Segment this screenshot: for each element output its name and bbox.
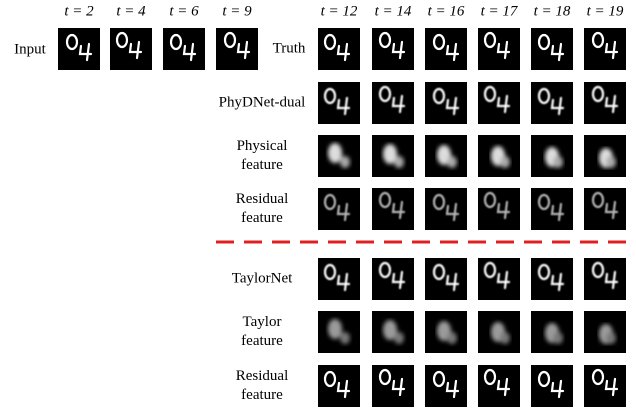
image-cell xyxy=(318,188,360,230)
image-cell xyxy=(584,82,626,124)
blob xyxy=(606,332,616,344)
image-cell xyxy=(478,188,520,230)
time-label: t = 2 xyxy=(64,3,94,19)
image-cell xyxy=(584,188,626,230)
image-background xyxy=(584,28,626,70)
blob xyxy=(500,332,510,344)
row-label: feature xyxy=(241,387,283,403)
image-cell xyxy=(372,365,414,407)
image-cell xyxy=(531,28,573,70)
blob xyxy=(394,332,404,344)
image-cell xyxy=(372,311,414,353)
time-label: t = 12 xyxy=(321,3,358,19)
time-label: t = 4 xyxy=(116,3,146,19)
image-background xyxy=(584,258,626,300)
image-background xyxy=(584,82,626,124)
image-cell xyxy=(531,82,573,124)
row-label: feature xyxy=(241,333,283,349)
row-label: feature xyxy=(241,210,283,226)
image-cell xyxy=(318,82,360,124)
image-cell xyxy=(531,258,573,300)
blob xyxy=(606,156,616,168)
image-cell xyxy=(584,365,626,407)
image-cell xyxy=(478,258,520,300)
image-cell xyxy=(584,311,626,353)
image-cell xyxy=(318,365,360,407)
blob xyxy=(340,332,350,344)
image-cell xyxy=(478,311,520,353)
blob xyxy=(447,332,457,344)
time-label: t = 19 xyxy=(587,3,624,19)
image-background xyxy=(425,28,467,70)
row-label: Physical xyxy=(237,138,288,154)
blob xyxy=(328,143,342,163)
blob xyxy=(328,319,342,339)
image-cell xyxy=(531,311,573,353)
row-label: PhyDNet-dual xyxy=(219,94,306,110)
row-label: TaylorNet xyxy=(232,270,293,286)
image-cell xyxy=(584,28,626,70)
image-cell xyxy=(584,258,626,300)
image-background xyxy=(58,28,100,70)
time-label: t = 6 xyxy=(169,3,199,19)
blob xyxy=(394,156,404,168)
row-label: Residual xyxy=(236,368,289,384)
image-cell xyxy=(531,135,573,177)
image-background xyxy=(584,365,626,407)
image-cell xyxy=(478,365,520,407)
image-background xyxy=(425,365,467,407)
image-cell xyxy=(478,28,520,70)
image-cell xyxy=(478,135,520,177)
image-cell xyxy=(372,258,414,300)
image-cell xyxy=(318,28,360,70)
image-cell xyxy=(478,82,520,124)
image-cell xyxy=(425,82,467,124)
image-cell xyxy=(425,311,467,353)
image-cell xyxy=(425,188,467,230)
row-label: feature xyxy=(241,157,283,173)
image-cell xyxy=(58,28,100,70)
image-cell xyxy=(318,258,360,300)
image-background xyxy=(216,28,258,70)
image-cell xyxy=(372,82,414,124)
image-cell xyxy=(216,28,258,70)
time-label: t = 9 xyxy=(222,3,252,19)
row-label: Taylor xyxy=(243,314,282,330)
image-cell xyxy=(531,188,573,230)
blob xyxy=(553,332,563,344)
blob xyxy=(447,156,457,168)
time-label: t = 18 xyxy=(534,3,571,19)
image-background xyxy=(425,258,467,300)
row-label: Residual xyxy=(236,191,289,207)
time-label: t = 17 xyxy=(481,3,519,19)
row-label: Input xyxy=(14,41,46,57)
image-cell xyxy=(318,135,360,177)
image-cell xyxy=(425,135,467,177)
image-background xyxy=(425,188,467,230)
figure: Input t = 2 t = 4 t = 6 t = 9 t = 12 t = 14 t =… xyxy=(0,0,636,411)
image-cell xyxy=(163,28,205,70)
time-label: t = 16 xyxy=(428,3,465,19)
image-cell xyxy=(372,135,414,177)
blob xyxy=(553,156,563,168)
image-cell xyxy=(372,188,414,230)
blob xyxy=(500,156,510,168)
row-label: Truth xyxy=(273,40,306,56)
image-cell xyxy=(318,311,360,353)
image-cell xyxy=(110,28,152,70)
image-cell xyxy=(425,365,467,407)
blob xyxy=(340,156,350,168)
image-cell xyxy=(425,28,467,70)
image-cell xyxy=(584,135,626,177)
image-cell xyxy=(425,258,467,300)
image-cell xyxy=(372,28,414,70)
image-cell xyxy=(531,365,573,407)
image-background xyxy=(584,188,626,230)
image-background xyxy=(425,82,467,124)
time-label: t = 14 xyxy=(375,3,412,19)
